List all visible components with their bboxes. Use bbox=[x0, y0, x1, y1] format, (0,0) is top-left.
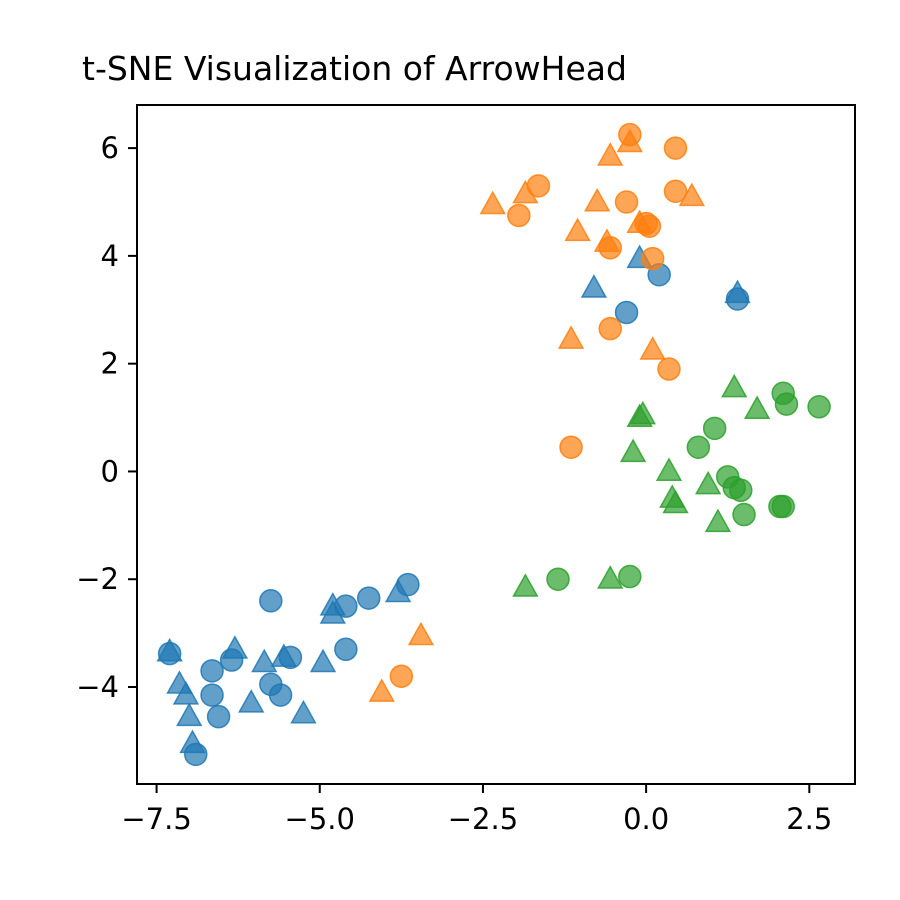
point-s1-triangle-16 bbox=[724, 279, 751, 304]
chart-title: t-SNE Visualization of ArrowHead bbox=[82, 49, 627, 88]
y-tick-label-1: −2 bbox=[76, 562, 119, 596]
point-s3-triangle-3 bbox=[512, 179, 539, 204]
point-s0-circle-6 bbox=[259, 589, 283, 613]
point-s2-circle-3 bbox=[559, 435, 583, 459]
x-tick-label-3: 0.0 bbox=[623, 802, 669, 836]
point-s5-triangle-11 bbox=[743, 395, 771, 419]
point-s0-circle-8 bbox=[268, 683, 293, 707]
points-layer bbox=[156, 122, 831, 767]
point-s0-circle-12 bbox=[356, 586, 381, 610]
point-s5-triangle-4 bbox=[629, 400, 657, 425]
point-s0-circle-4 bbox=[206, 704, 231, 729]
y-tick-label-5: 6 bbox=[101, 131, 119, 165]
point-s1-triangle-12 bbox=[319, 600, 346, 624]
point-s1-triangle-7 bbox=[251, 648, 278, 673]
point-s2-circle-1 bbox=[507, 203, 531, 228]
point-s4-circle-11 bbox=[774, 392, 799, 416]
point-s3-triangle-6 bbox=[584, 187, 611, 212]
point-s1-triangle-4 bbox=[179, 729, 206, 754]
point-s1-triangle-5 bbox=[221, 635, 249, 659]
point-s1-triangle-3 bbox=[176, 702, 203, 727]
y-tick-label-4: 4 bbox=[101, 239, 119, 273]
point-s5-triangle-1 bbox=[597, 565, 624, 589]
x-tick-label-2: −2.5 bbox=[448, 802, 518, 836]
point-s4-circle-2 bbox=[686, 435, 711, 459]
point-s1-triangle-0 bbox=[156, 637, 183, 662]
point-s3-triangle-1 bbox=[407, 621, 435, 646]
y-tick-label-3: 2 bbox=[101, 347, 119, 381]
point-s1-triangle-10 bbox=[309, 648, 337, 673]
point-s2-circle-5 bbox=[598, 316, 622, 341]
point-s4-circle-6 bbox=[729, 478, 753, 503]
point-s0-circle-3 bbox=[200, 683, 224, 707]
point-s3-triangle-9 bbox=[616, 128, 643, 153]
point-s5-triangle-9 bbox=[704, 508, 732, 533]
point-s3-triangle-2 bbox=[479, 190, 506, 215]
point-s0-circle-11 bbox=[334, 637, 358, 662]
x-axis-ticks: −7.5 −5.0 −2.5 0.0 2.5 bbox=[121, 784, 832, 836]
x-tick-label-1: −5.0 bbox=[285, 802, 355, 836]
point-s4-circle-3 bbox=[702, 416, 727, 441]
point-s1-triangle-9 bbox=[290, 699, 317, 724]
point-s2-circle-12 bbox=[663, 179, 688, 203]
point-s2-circle-11 bbox=[657, 357, 681, 381]
point-s2-circle-13 bbox=[663, 136, 688, 160]
point-s4-circle-1 bbox=[618, 564, 642, 589]
point-s4-circle-7 bbox=[732, 502, 756, 527]
axes-frame bbox=[136, 104, 856, 785]
x-tick-label-4: 2.5 bbox=[786, 802, 832, 836]
y-axis-ticks: −4 −2 0 2 4 6 bbox=[76, 131, 137, 704]
point-s5-triangle-5 bbox=[655, 457, 683, 481]
point-s3-triangle-11 bbox=[639, 336, 666, 360]
point-s2-circle-10 bbox=[640, 246, 665, 271]
point-s5-triangle-2 bbox=[619, 438, 647, 463]
point-s1-triangle-14 bbox=[580, 274, 608, 298]
point-s3-triangle-5 bbox=[564, 217, 591, 242]
point-s2-circle-0 bbox=[389, 664, 414, 688]
point-s3-triangle-7 bbox=[593, 228, 621, 252]
point-s2-circle-6 bbox=[614, 190, 639, 214]
point-s1-triangle-2 bbox=[172, 681, 200, 705]
point-s4-circle-12 bbox=[807, 395, 831, 419]
y-tick-label-2: 0 bbox=[101, 454, 119, 488]
point-s5-triangle-7 bbox=[662, 489, 689, 514]
point-s5-triangle-8 bbox=[694, 470, 722, 495]
point-s5-triangle-10 bbox=[721, 373, 748, 398]
point-s0-circle-2 bbox=[200, 659, 224, 683]
point-s3-triangle-10 bbox=[626, 209, 653, 234]
point-s5-triangle-0 bbox=[512, 573, 539, 597]
point-s4-circle-9 bbox=[771, 494, 795, 519]
point-s1-triangle-13 bbox=[384, 578, 412, 603]
x-tick-label-0: −7.5 bbox=[121, 802, 191, 836]
point-s4-circle-0 bbox=[546, 567, 570, 591]
point-s3-triangle-8 bbox=[597, 142, 624, 166]
y-tick-label-0: −4 bbox=[76, 670, 119, 704]
point-s1-triangle-8 bbox=[270, 643, 298, 667]
point-s3-triangle-12 bbox=[678, 182, 705, 207]
point-s1-triangle-6 bbox=[238, 689, 265, 713]
point-s0-circle-14 bbox=[614, 300, 639, 325]
point-s3-triangle-0 bbox=[368, 678, 395, 702]
point-s3-triangle-4 bbox=[557, 325, 585, 349]
